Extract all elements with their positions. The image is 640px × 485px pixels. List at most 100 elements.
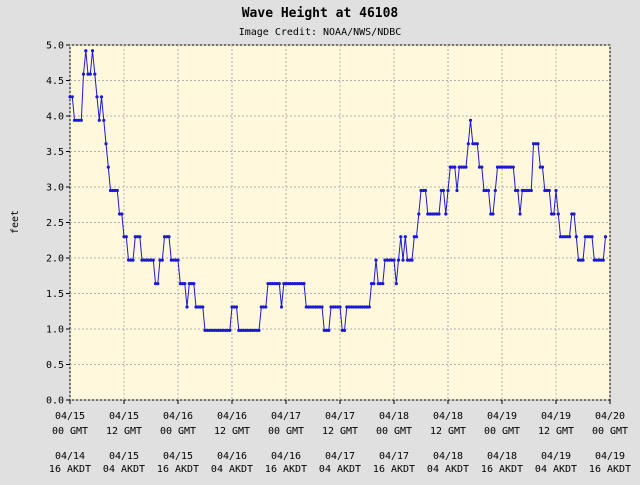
data-point	[75, 118, 79, 122]
data-point	[205, 328, 209, 332]
y-tick-label: 4.5	[46, 76, 64, 87]
data-point	[225, 328, 230, 332]
data-point	[570, 212, 574, 216]
data-point	[268, 282, 272, 286]
x-tick-date-gmt: 04/20	[595, 411, 625, 422]
data-point	[88, 72, 92, 76]
y-tick-label: 3.5	[46, 147, 64, 158]
data-point	[435, 212, 439, 216]
data-point	[437, 212, 441, 216]
data-point	[219, 328, 223, 332]
data-point	[156, 282, 160, 286]
data-point	[194, 305, 198, 309]
data-point	[376, 282, 380, 286]
data-point	[432, 212, 437, 216]
data-point	[151, 258, 155, 262]
data-point	[511, 165, 515, 169]
data-point	[340, 328, 344, 332]
data-point	[311, 305, 315, 309]
x-tick-time-local: 04 AKDT	[427, 464, 469, 475]
data-point	[252, 328, 257, 332]
data-point	[99, 95, 104, 99]
x-tick-date-local: 04/17	[325, 451, 355, 462]
x-tick-date-gmt: 04/17	[271, 411, 301, 422]
data-point	[381, 282, 385, 286]
data-point	[142, 258, 146, 262]
data-point	[522, 188, 527, 193]
data-point	[286, 282, 290, 286]
x-tick-date-local: 04/19	[595, 451, 625, 462]
data-point	[540, 165, 545, 169]
data-point	[527, 188, 531, 193]
data-point	[93, 72, 97, 76]
y-tick-label: 5.0	[46, 41, 64, 52]
data-point	[495, 165, 500, 169]
data-point	[221, 328, 225, 332]
data-point	[576, 258, 581, 262]
data-point	[507, 165, 511, 169]
data-point	[295, 282, 299, 286]
data-point	[390, 258, 394, 262]
data-point	[300, 282, 304, 286]
y-axis-ticks: 0.0 0.5 1.0 1.5 2.0 2.5 3.0 3.5 4.0 4.5 5.0	[46, 41, 70, 407]
data-point	[455, 188, 459, 193]
x-tick-date-gmt: 04/19	[541, 411, 571, 422]
x-tick-date-gmt: 04/17	[325, 411, 355, 422]
data-point	[491, 212, 495, 216]
data-point	[183, 282, 187, 286]
data-point	[603, 235, 608, 239]
data-point	[273, 282, 277, 286]
data-point	[266, 282, 270, 286]
data-point	[378, 282, 383, 286]
y-tick-label: 4.0	[46, 112, 64, 123]
data-point	[230, 305, 234, 309]
x-tick-date-local: 04/15	[109, 451, 139, 462]
data-point	[369, 282, 374, 286]
data-point	[104, 142, 108, 146]
data-point	[500, 165, 504, 169]
data-point	[68, 95, 72, 99]
data-point	[77, 118, 81, 122]
data-point	[558, 235, 563, 239]
data-point	[239, 328, 243, 332]
x-tick-date-gmt: 04/16	[163, 411, 193, 422]
data-point	[493, 188, 497, 193]
chart-subtitle: Image Credit: NOAA/NWS/NDBC	[239, 27, 402, 38]
data-point	[486, 188, 491, 193]
data-point	[392, 258, 396, 262]
data-point	[502, 165, 506, 169]
x-tick-date-gmt: 04/15	[109, 411, 139, 422]
x-tick-time-gmt: 00 GMT	[160, 426, 196, 437]
data-point	[320, 305, 324, 309]
data-point	[187, 282, 191, 286]
x-tick-time-gmt: 00 GMT	[484, 426, 520, 437]
x-tick-time-gmt: 12 GMT	[322, 426, 358, 437]
data-point	[81, 72, 86, 76]
data-point	[255, 328, 259, 332]
data-point	[457, 165, 461, 169]
data-point	[567, 235, 572, 239]
x-tick-time-gmt: 00 GMT	[376, 426, 412, 437]
data-point	[482, 188, 486, 193]
data-point	[363, 305, 367, 309]
data-point	[264, 305, 268, 309]
y-tick-label: 2.0	[46, 254, 64, 265]
x-tick-time-local: 16 AKDT	[49, 464, 91, 475]
data-point	[207, 328, 212, 332]
data-point	[147, 258, 151, 262]
data-point	[241, 328, 245, 332]
data-point	[556, 212, 560, 216]
data-point	[120, 212, 124, 216]
data-point	[212, 328, 216, 332]
data-point	[243, 328, 248, 332]
x-tick-time-local: 16 AKDT	[373, 464, 415, 475]
data-point	[174, 258, 178, 262]
data-point	[401, 258, 405, 262]
x-tick-time-gmt: 00 GMT	[592, 426, 628, 437]
data-point	[203, 328, 207, 332]
data-point	[405, 258, 410, 262]
y-tick-label: 1.0	[46, 325, 64, 336]
data-point	[246, 328, 250, 332]
data-point	[72, 118, 77, 122]
data-point	[97, 118, 101, 122]
